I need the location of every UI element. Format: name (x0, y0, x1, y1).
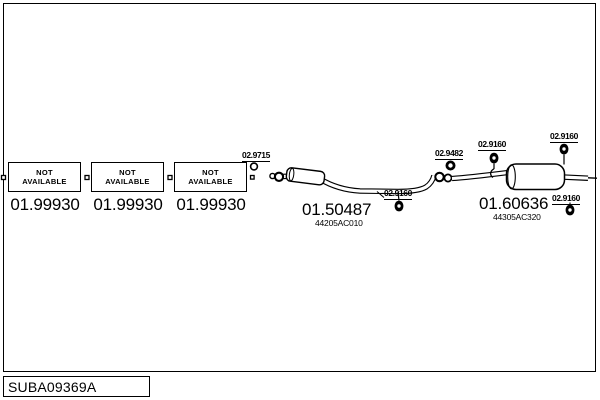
center-pipe-oem-code: 44205AC010 (315, 218, 363, 228)
hanger-icon (489, 152, 499, 164)
rear-muffler-drawing (451, 154, 598, 205)
hanger-icon (565, 204, 575, 216)
hanger-part-label[interactable]: 02.9160 (550, 131, 578, 143)
not-available-box: NOT AVAILABLE (8, 162, 81, 192)
not-available-box: NOT AVAILABLE (91, 162, 164, 192)
gasket-part-label[interactable]: 02.9482 (435, 148, 463, 160)
part-number-link[interactable]: 01.99930 (93, 195, 163, 214)
part-number-link[interactable]: 01.99930 (176, 195, 246, 214)
hanger-icon (394, 200, 404, 212)
resonator-drawing (285, 167, 326, 186)
center-pipe-part-number[interactable]: 01.50487 (302, 200, 372, 219)
part-number-link[interactable]: 01.99930 (10, 195, 80, 214)
not-available-label: AVAILABLE (188, 177, 233, 186)
center-pipe-drawing (269, 167, 453, 201)
hanger-icon (559, 143, 569, 155)
not-available-label: AVAILABLE (22, 177, 67, 186)
oring-part-label[interactable]: 02.9715 (242, 150, 270, 162)
hanger-part-label[interactable]: 02.9160 (552, 193, 580, 205)
front-flange-icon (269, 171, 285, 182)
drawing-border (3, 3, 596, 372)
hanger-part-label[interactable]: 02.9160 (384, 188, 412, 200)
not-available-label: NOT (202, 168, 219, 177)
hanger-center-leader-line (376, 191, 385, 198)
connector-square-icon (0, 174, 255, 181)
drawing-code: SUBA09369A (8, 378, 97, 395)
drawing-code-box: SUBA09369A (3, 376, 150, 397)
rear-flange-icon (434, 171, 453, 183)
not-available-label: AVAILABLE (105, 177, 150, 186)
rear-muffler-oem-code: 44305AC320 (493, 212, 541, 222)
not-available-label: NOT (36, 168, 53, 177)
oring-icon (249, 162, 259, 171)
hanger-front-bracket (490, 168, 495, 179)
rear-muffler-part-number[interactable]: 01.60636 (479, 194, 549, 213)
hanger-part-label[interactable]: 02.9160 (478, 139, 506, 151)
not-available-label: NOT (119, 168, 136, 177)
not-available-box: NOT AVAILABLE (174, 162, 247, 192)
gasket-icon (445, 160, 456, 171)
